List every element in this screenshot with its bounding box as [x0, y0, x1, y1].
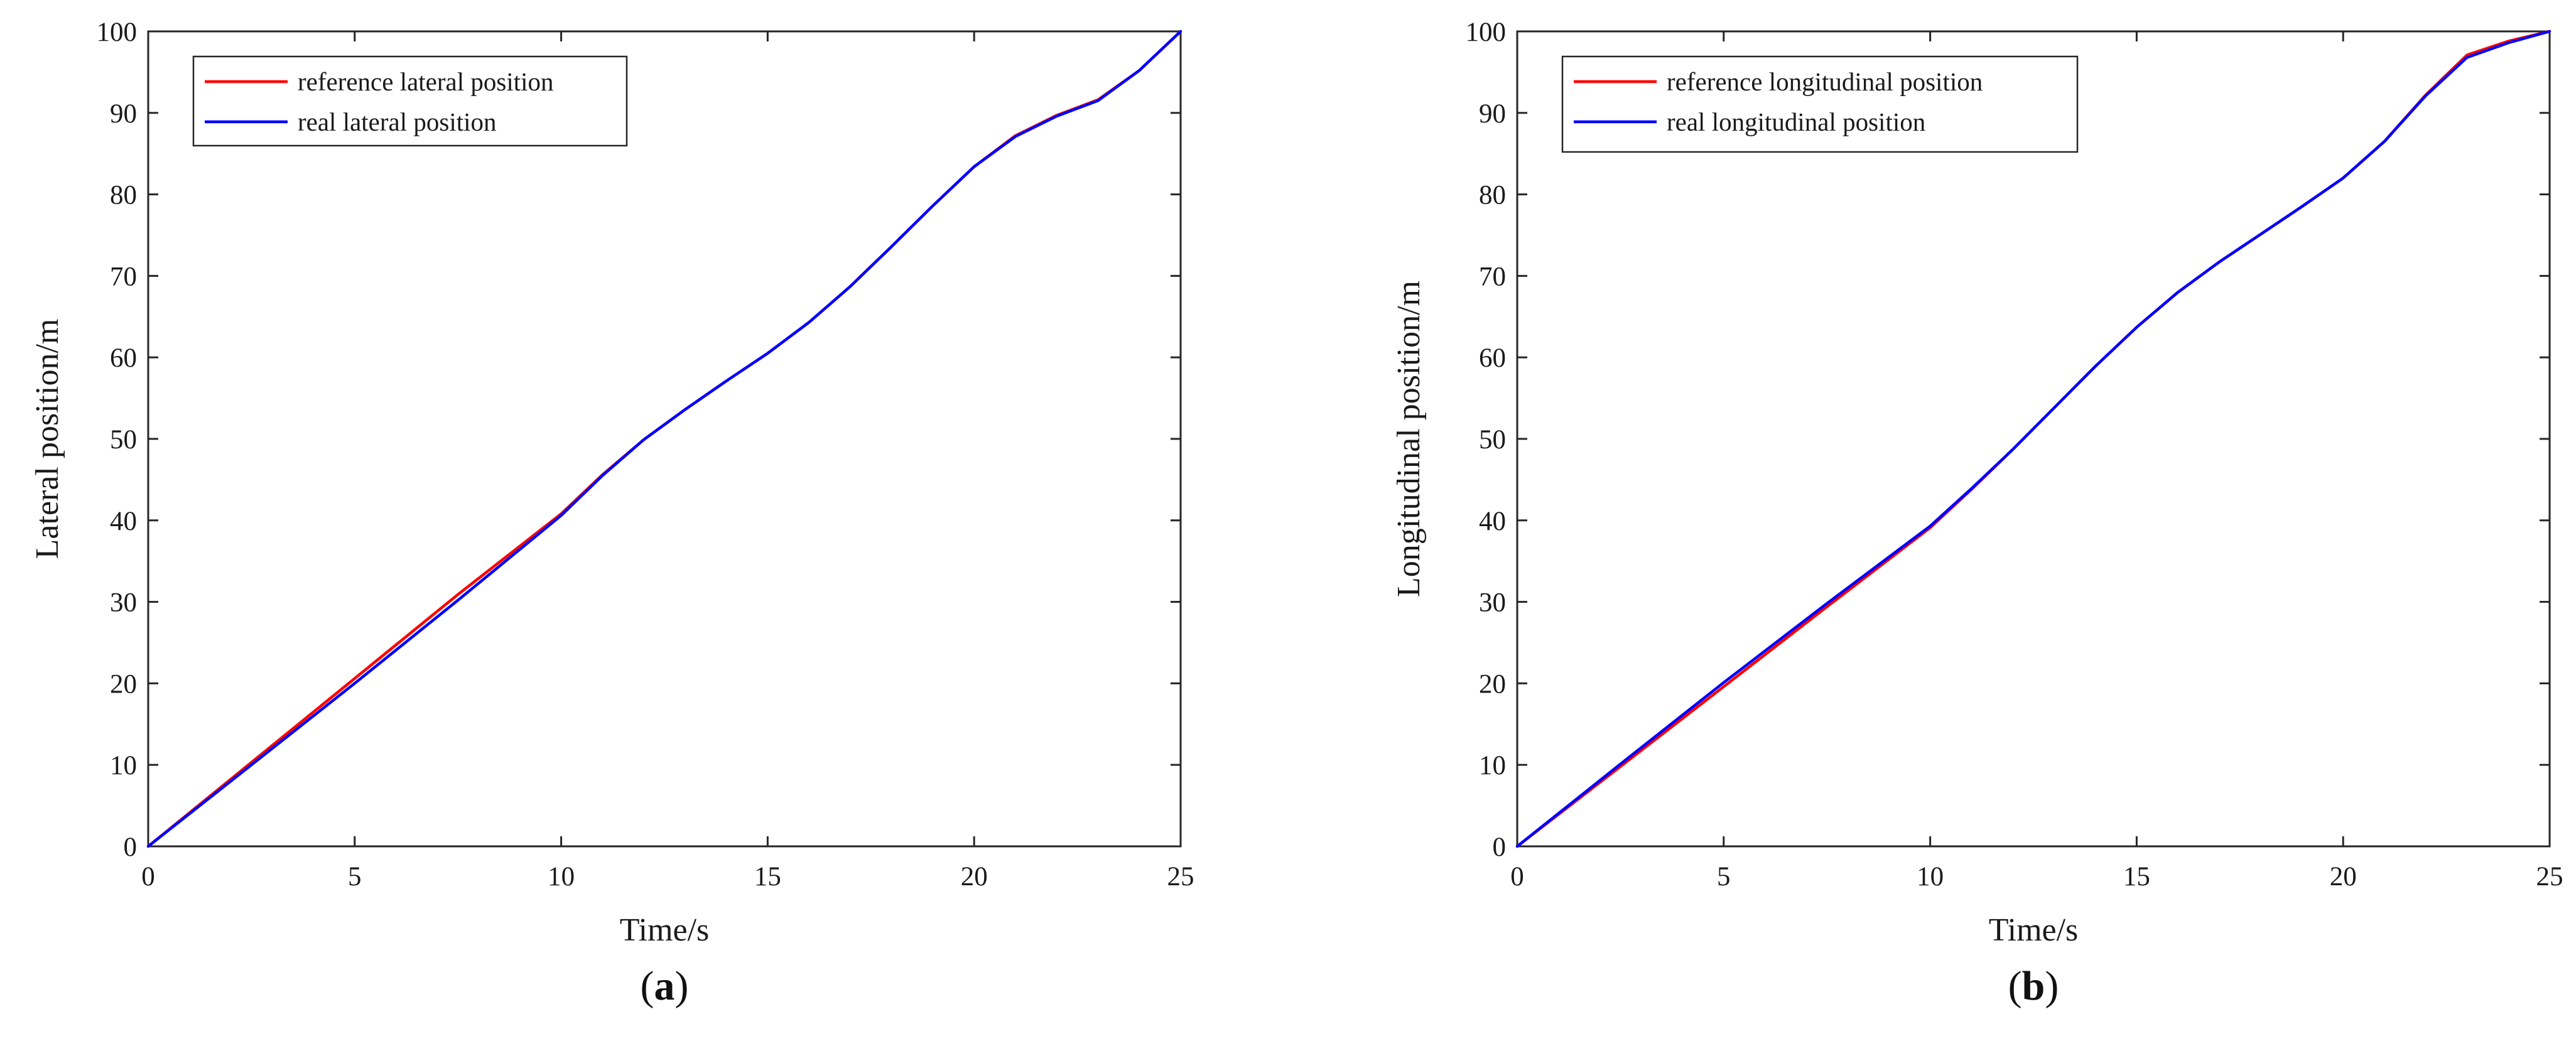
x-tick-label: 0 — [1510, 862, 1524, 892]
y-tick-label: 70 — [1479, 262, 1506, 291]
real-series-line — [1515, 30, 2552, 848]
x-tick-label: 15 — [754, 862, 781, 892]
real-series-line — [146, 30, 1182, 848]
subfigure-label: (b) — [2008, 963, 2059, 1009]
y-tick-label: 0 — [124, 833, 138, 862]
y-tick-label: 50 — [1479, 425, 1506, 455]
y-tick-label: 60 — [1479, 343, 1506, 373]
x-tick-label: 20 — [2330, 862, 2357, 892]
y-tick-label: 10 — [1479, 751, 1506, 780]
y-tick-label: 100 — [1466, 18, 1507, 47]
legend-entry-label: real longitudinal position — [1667, 107, 1925, 136]
x-tick-label: 0 — [141, 862, 155, 892]
x-tick-label: 20 — [961, 862, 988, 892]
y-tick-label: 20 — [110, 669, 137, 699]
y-axis-label: Lateral position/m — [30, 319, 65, 559]
y-tick-label: 40 — [110, 507, 137, 536]
x-tick-label: 10 — [1917, 862, 1944, 892]
y-tick-label: 10 — [110, 751, 137, 780]
y-axis-label: Longitudinal position/m — [1391, 281, 1427, 597]
x-tick-label: 10 — [548, 862, 575, 892]
y-tick-label: 70 — [110, 262, 137, 291]
legend: reference lateral position real lateral p… — [192, 55, 628, 147]
legend-entry-label: reference lateral position — [298, 67, 554, 96]
y-tick-label: 20 — [1479, 669, 1506, 699]
y-tick-label: 80 — [110, 181, 137, 210]
legend-entry-label: reference longitudinal position — [1667, 67, 1983, 96]
chart-panel-a: 0 5 10 15 20 25 0 10 20 30 40 50 60 70 80 90 100 Time/s La… — [30, 18, 1194, 1009]
x-tick-label: 5 — [348, 862, 362, 892]
legend: reference longitudinal position real long… — [1561, 55, 2079, 153]
y-tick-label: 40 — [1479, 507, 1506, 536]
y-tick-label: 100 — [97, 18, 138, 47]
x-tick-label: 15 — [2123, 862, 2150, 892]
legend-entry-label: real lateral position — [298, 107, 497, 136]
y-tick-label: 90 — [110, 99, 137, 129]
y-tick-label: 80 — [1479, 181, 1506, 210]
x-tick-label: 25 — [2536, 862, 2563, 892]
y-tick-label: 30 — [110, 588, 137, 618]
x-axis-label: Time/s — [620, 912, 710, 948]
x-tick-label: 5 — [1717, 862, 1731, 892]
y-tick-label: 30 — [1479, 588, 1506, 618]
x-tick-label: 25 — [1167, 862, 1194, 892]
x-axis-label: Time/s — [1989, 912, 2079, 948]
legend-box — [1561, 55, 2079, 153]
chart-panel-b: 0 5 10 15 20 25 0 10 20 30 40 50 60 70 80 90 100 Time/s Lo… — [1391, 18, 2563, 1009]
y-tick-label: 0 — [1493, 833, 1507, 862]
legend-box — [192, 55, 628, 147]
y-tick-label: 90 — [1479, 99, 1506, 129]
subfigure-label: (a) — [641, 963, 689, 1009]
y-tick-label: 60 — [110, 343, 137, 373]
y-tick-label: 50 — [110, 425, 137, 455]
